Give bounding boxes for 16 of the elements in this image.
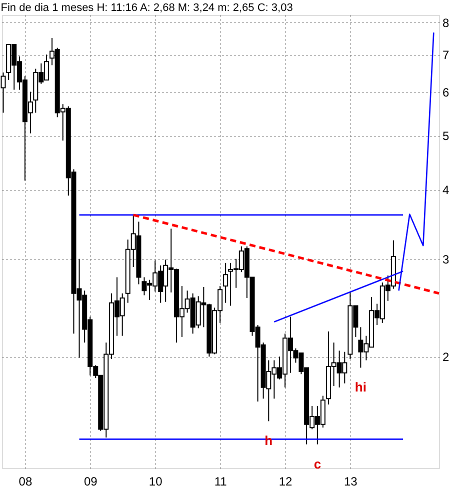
x-tick-label: 08	[18, 474, 32, 488]
x-tick-label: 12	[278, 474, 293, 488]
annotation: c	[314, 456, 322, 472]
y-tick-label: 6	[442, 85, 449, 100]
y-tick-label: 8	[442, 16, 449, 30]
chart-title: Fin de dia 1 meses H: 11:16 A: 2,68 M: 3,24 m: 2,65 C: 3,03	[0, 2, 293, 14]
y-tick-label: 4	[442, 183, 449, 198]
y-tick-label: 7	[442, 48, 449, 62]
y-tick-label: 5	[442, 129, 449, 144]
x-tick-label: 13	[344, 474, 358, 488]
x-tick-label: 09	[84, 474, 98, 488]
annotation: hi	[354, 380, 366, 395]
y-tick-label: 3	[442, 252, 449, 266]
x-tick-label: 10	[148, 474, 163, 488]
y-tick-label: 2	[442, 350, 449, 364]
x-tick-label: 11	[214, 474, 228, 488]
